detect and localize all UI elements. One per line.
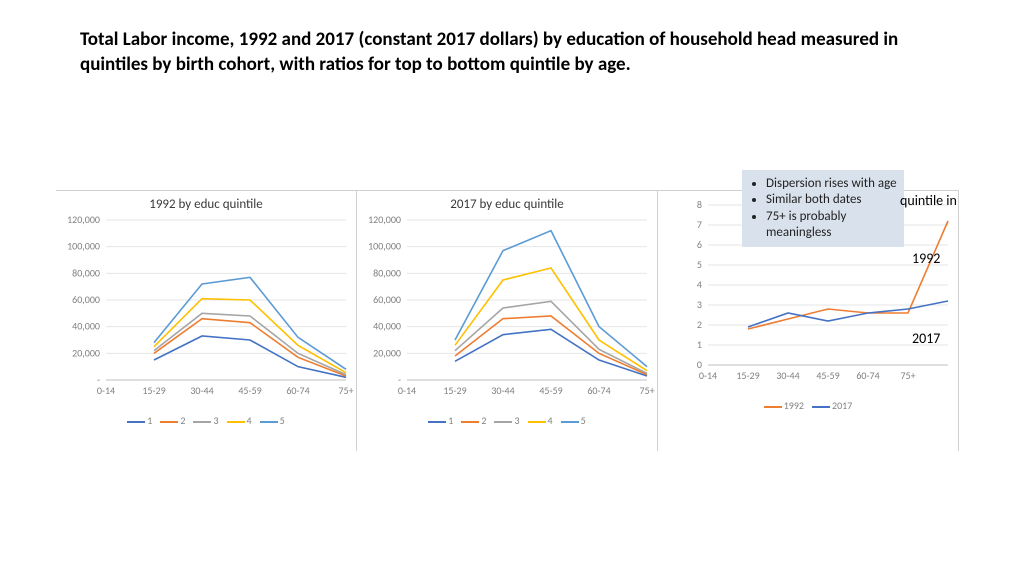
svg-text:60-74: 60-74 [856,369,879,382]
label-2017: 2017 [912,330,940,347]
callout-item: 75+ is probably meaningless [766,209,900,242]
svg-text:75+: 75+ [900,369,915,382]
page-title: Total Labor income, 1992 and 2017 (const… [80,28,950,77]
panel-1992: 1992 by educ quintile -20,00040,00060,00… [56,190,357,451]
panel-2017-svg: -20,00040,00060,00080,000100,000120,0000… [357,212,657,412]
legend-item: 1 [428,414,453,427]
svg-text:6: 6 [697,238,702,251]
svg-text:4: 4 [697,278,702,291]
svg-text:80,000: 80,000 [72,266,100,279]
panel-2017: 2017 by educ quintile -20,00040,00060,00… [357,190,658,451]
svg-text:75+: 75+ [639,384,654,397]
svg-text:15-29: 15-29 [142,384,165,397]
label-quintile-in: quintile in [900,192,957,209]
legend-item: 1992 [764,399,804,412]
svg-text:45-59: 45-59 [816,369,839,382]
panel-1992-legend: 12345 [56,414,356,427]
svg-text:1: 1 [697,338,702,351]
svg-text:5: 5 [697,258,702,271]
svg-text:30-44: 30-44 [776,369,799,382]
callout-item: Dispersion rises with age [766,176,900,192]
legend-item: 5 [561,414,586,427]
svg-text:0-14: 0-14 [398,384,416,397]
svg-text:75+: 75+ [338,384,353,397]
svg-text:0-14: 0-14 [97,384,115,397]
legend-item: 2017 [812,399,852,412]
svg-text:40,000: 40,000 [373,320,401,333]
legend-item: 5 [260,414,285,427]
legend-item: 4 [528,414,553,427]
svg-text:3: 3 [697,298,702,311]
svg-text:8: 8 [697,198,702,211]
svg-text:60-74: 60-74 [286,384,309,397]
label-1992: 1992 [912,250,940,267]
svg-text:0-14: 0-14 [699,369,717,382]
svg-text:100,000: 100,000 [368,240,401,253]
legend-item: 2 [461,414,486,427]
legend-item: 3 [494,414,519,427]
svg-text:120,000: 120,000 [67,213,100,226]
panel-2017-legend: 12345 [357,414,657,427]
svg-text:100,000: 100,000 [67,240,100,253]
svg-text:15-29: 15-29 [443,384,466,397]
legend-item: 2 [160,414,185,427]
svg-text:20,000: 20,000 [373,346,401,359]
svg-text:2: 2 [697,318,702,331]
svg-text:30-44: 30-44 [190,384,213,397]
svg-text:60-74: 60-74 [587,384,610,397]
legend-item: 1 [127,414,152,427]
panel-1992-svg: -20,00040,00060,00080,000100,000120,0000… [56,212,356,412]
legend-item: 4 [227,414,252,427]
svg-text:45-59: 45-59 [539,384,562,397]
callout-box: Dispersion rises with ageSimilar both da… [742,170,904,247]
svg-text:60,000: 60,000 [72,293,100,306]
legend-item: 3 [193,414,218,427]
svg-text:120,000: 120,000 [368,213,401,226]
svg-text:30-44: 30-44 [491,384,514,397]
svg-text:15-29: 15-29 [736,369,759,382]
svg-text:80,000: 80,000 [373,266,401,279]
panel-ratio-legend: 1992 2017 [658,399,958,412]
svg-text:40,000: 40,000 [72,320,100,333]
panel-1992-title: 1992 by educ quintile [56,197,356,212]
callout-item: Similar both dates [766,192,900,208]
svg-text:7: 7 [697,218,702,231]
svg-text:20,000: 20,000 [72,346,100,359]
svg-text:60,000: 60,000 [373,293,401,306]
panel-2017-title: 2017 by educ quintile [357,197,657,212]
svg-text:45-59: 45-59 [238,384,261,397]
